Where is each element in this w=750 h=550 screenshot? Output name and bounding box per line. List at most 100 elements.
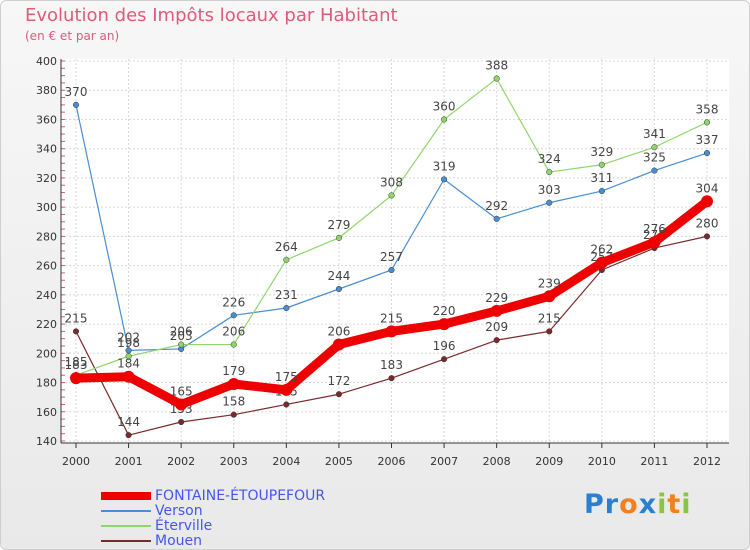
data-label-mouen: 196 bbox=[433, 339, 456, 353]
x-tick-label: 2004 bbox=[272, 455, 300, 468]
data-point-mouen bbox=[493, 337, 500, 344]
data-label-verson: 292 bbox=[485, 199, 508, 213]
y-tick-label: 300 bbox=[36, 201, 57, 214]
data-point-fontaine-toupefour bbox=[332, 338, 345, 351]
x-tick-label: 2005 bbox=[325, 455, 353, 468]
data-point-verson bbox=[546, 199, 553, 206]
data-label--terville: 341 bbox=[643, 127, 666, 141]
data-point--terville bbox=[283, 256, 290, 263]
data-label-mouen: 172 bbox=[327, 374, 350, 388]
data-label-fontaine-toupefour: 183 bbox=[65, 358, 88, 372]
data-point-verson bbox=[388, 266, 395, 274]
legend-swatch bbox=[101, 539, 151, 542]
legend-label: Verson bbox=[155, 502, 203, 519]
logo-letter: i bbox=[681, 489, 692, 520]
data-point-fontaine-toupefour bbox=[280, 383, 293, 396]
data-label--terville: 198 bbox=[117, 336, 140, 350]
data-point-verson bbox=[651, 167, 658, 174]
data-point-verson bbox=[598, 188, 605, 195]
data-label-fontaine-toupefour: 304 bbox=[696, 181, 719, 195]
data-label-mouen: 158 bbox=[222, 395, 245, 409]
data-label-fontaine-toupefour: 206 bbox=[327, 325, 350, 339]
data-label-verson: 231 bbox=[275, 288, 298, 302]
data-label-verson: 337 bbox=[696, 133, 719, 147]
data-point-verson bbox=[493, 215, 500, 222]
logo-letter: i bbox=[657, 489, 668, 520]
logo-letter: r bbox=[604, 489, 620, 520]
data-label-verson: 303 bbox=[538, 183, 561, 197]
data-point--terville bbox=[441, 116, 448, 123]
legend-swatch bbox=[101, 524, 151, 527]
y-tick-label: 380 bbox=[36, 84, 57, 97]
x-tick-label: 2003 bbox=[220, 455, 248, 468]
data-point-mouen bbox=[125, 432, 132, 439]
data-label-fontaine-toupefour: 165 bbox=[170, 384, 193, 398]
data-label--terville: 324 bbox=[538, 152, 561, 166]
legend-label: Éterville bbox=[155, 517, 213, 534]
plot-area bbox=[61, 59, 729, 443]
data-label--terville: 206 bbox=[222, 325, 245, 339]
data-point--terville bbox=[651, 144, 658, 151]
y-tick-label: 160 bbox=[36, 406, 57, 419]
data-label-mouen: 280 bbox=[696, 216, 719, 230]
legend-label: Mouen bbox=[155, 532, 203, 549]
legend-swatch bbox=[101, 491, 151, 500]
data-point-verson bbox=[441, 176, 448, 183]
y-tick-label: 320 bbox=[36, 172, 57, 185]
data-point-verson bbox=[283, 304, 290, 312]
data-point-verson bbox=[703, 150, 711, 157]
data-point-fontaine-toupefour bbox=[227, 378, 240, 390]
data-label-mouen: 215 bbox=[538, 311, 561, 325]
data-label-verson: 202 bbox=[117, 330, 140, 344]
x-tick-label: 2010 bbox=[588, 455, 616, 468]
legend-item-mouen: Mouen bbox=[101, 532, 203, 549]
data-point-mouen bbox=[230, 411, 237, 418]
legend-item-fontaine-toupefour: FONTAINE-ÉTOUPEFOUR bbox=[101, 488, 325, 504]
data-point-fontaine-toupefour bbox=[490, 304, 503, 317]
y-tick-label: 340 bbox=[36, 143, 57, 156]
data-point--terville bbox=[335, 234, 342, 241]
data-label-fontaine-toupefour: 184 bbox=[117, 357, 140, 371]
data-point--terville bbox=[178, 341, 185, 348]
data-point-mouen bbox=[178, 418, 185, 426]
data-label--terville: 360 bbox=[433, 99, 456, 113]
data-label-fontaine-toupefour: 175 bbox=[275, 370, 298, 384]
x-tick-label: 2001 bbox=[115, 455, 143, 468]
data-point--terville bbox=[125, 353, 132, 360]
data-label-fontaine-toupefour: 229 bbox=[485, 291, 508, 305]
data-point-mouen bbox=[441, 356, 448, 363]
logo-letter: x bbox=[638, 489, 658, 520]
data-label--terville: 206 bbox=[170, 325, 193, 339]
x-tick-label: 2000 bbox=[62, 455, 90, 468]
x-tick-label: 2012 bbox=[693, 455, 721, 468]
y-tick-label: 140 bbox=[36, 435, 57, 448]
data-point--terville bbox=[493, 75, 500, 82]
chart-subtitle: (en € et par an) bbox=[25, 29, 120, 43]
data-point-fontaine-toupefour bbox=[385, 325, 398, 338]
data-label-fontaine-toupefour: 215 bbox=[380, 311, 403, 325]
logo-letter: o bbox=[619, 489, 639, 520]
data-label--terville: 279 bbox=[327, 218, 350, 232]
x-tick-label: 2006 bbox=[378, 455, 406, 468]
data-label-verson: 319 bbox=[433, 159, 456, 173]
data-point-fontaine-toupefour bbox=[438, 318, 451, 331]
y-tick-label: 180 bbox=[36, 377, 57, 390]
data-label-fontaine-toupefour: 220 bbox=[433, 304, 456, 318]
data-point-fontaine-toupefour bbox=[122, 370, 135, 383]
data-point-mouen bbox=[546, 328, 553, 335]
data-point-mouen bbox=[388, 375, 395, 382]
data-point--terville bbox=[546, 169, 553, 176]
proxiti-logo: Proxiti bbox=[584, 489, 692, 520]
data-point-verson bbox=[230, 312, 237, 319]
data-point-fontaine-toupefour bbox=[648, 236, 661, 249]
logo-letter: t bbox=[667, 489, 682, 520]
x-tick-label: 2008 bbox=[483, 455, 511, 468]
data-label-verson: 370 bbox=[65, 85, 88, 99]
data-label-verson: 311 bbox=[590, 171, 613, 185]
data-point-fontaine-toupefour bbox=[701, 195, 713, 208]
data-label-verson: 226 bbox=[222, 295, 245, 309]
data-point-mouen bbox=[335, 391, 342, 398]
y-tick-label: 360 bbox=[36, 113, 57, 126]
x-tick-label: 2007 bbox=[430, 455, 458, 468]
